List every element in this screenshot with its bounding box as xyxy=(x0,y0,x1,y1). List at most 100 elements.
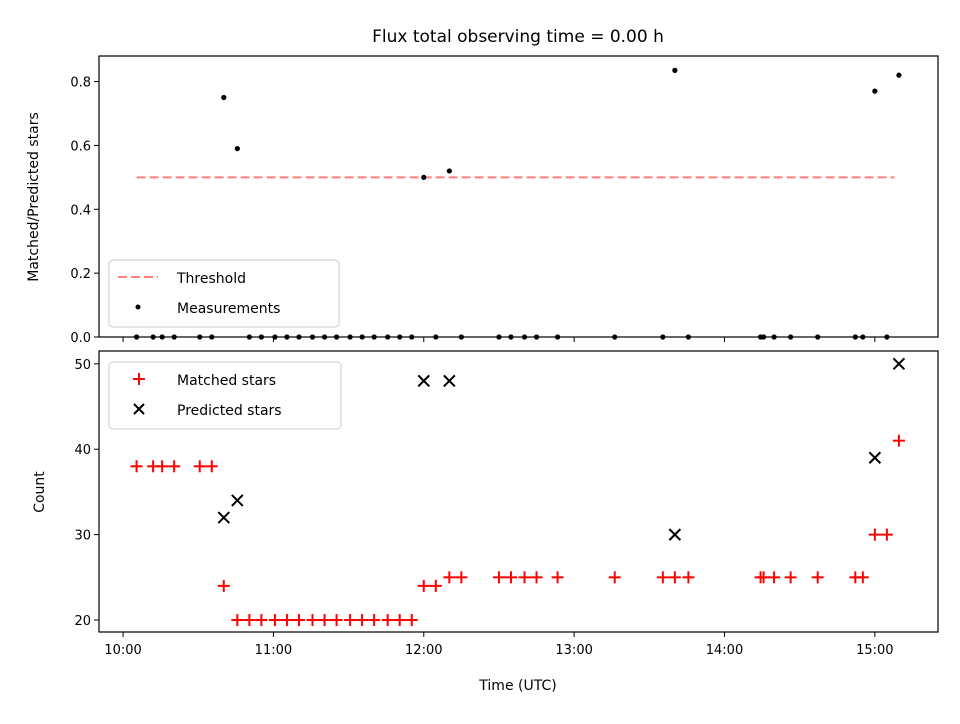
top-x-ticks xyxy=(122,337,876,342)
legend-measurements-swatch xyxy=(135,304,141,310)
bottom-ytick-label: 20 xyxy=(74,614,91,629)
measurement-point xyxy=(771,334,777,340)
matched-star-point xyxy=(156,460,169,473)
matched-star-point xyxy=(168,460,181,473)
legend-predicted-swatch xyxy=(133,403,145,415)
legend-matched-label: Matched stars xyxy=(177,373,276,389)
measurement-point xyxy=(133,334,140,340)
matched-star-point xyxy=(255,614,268,627)
predicted-star-point xyxy=(868,451,882,464)
measurement-point xyxy=(852,334,858,340)
measurement-point xyxy=(333,334,340,340)
predicted-star-point xyxy=(231,494,244,507)
predicted-star-point xyxy=(443,374,456,388)
measurement-point xyxy=(533,334,540,340)
measurement-point xyxy=(159,334,165,340)
xtick-label: 13:00 xyxy=(555,643,592,658)
top-y-axis-label: Matched/Predicted stars xyxy=(26,112,42,282)
predicted-star-point xyxy=(892,357,906,371)
bottom-ytick-label: 50 xyxy=(74,358,91,373)
measurements-series xyxy=(133,67,902,340)
measurement-point xyxy=(815,334,821,340)
top-y-ticks: 0.0 0.2 0.4 0.6 0.8 xyxy=(70,76,99,346)
predicted-star-point xyxy=(417,374,430,388)
xtick-label: 10:00 xyxy=(104,643,141,658)
measurement-point xyxy=(884,334,890,340)
measurement-point xyxy=(612,334,618,340)
measurement-point xyxy=(397,334,403,340)
chart-title: Flux total observing time = 0.00 h xyxy=(372,27,664,47)
measurement-point xyxy=(554,334,561,340)
predicted-stars-series xyxy=(217,357,906,541)
top-ytick-label: 0.8 xyxy=(70,76,91,91)
top-axes: 0.00.20.40.60.8 Matched/Predicted stars … xyxy=(26,55,939,346)
matched-star-point xyxy=(280,614,293,627)
legend-predicted-label: Predicted stars xyxy=(177,403,282,419)
measurement-point xyxy=(359,334,365,340)
bottom-y-axis-label: Count xyxy=(32,471,48,513)
matched-star-point xyxy=(455,571,468,584)
matched-star-point xyxy=(856,571,869,584)
measurement-point xyxy=(446,168,452,174)
measurement-point xyxy=(458,334,464,340)
matched-star-point xyxy=(757,571,770,584)
matched-star-point xyxy=(292,614,305,627)
matched-star-point xyxy=(330,614,343,627)
measurement-point xyxy=(685,334,692,340)
measurement-point xyxy=(197,334,203,340)
top-axes-frame xyxy=(98,55,939,338)
xtick-label: 11:00 xyxy=(255,643,292,658)
measurement-point xyxy=(496,334,502,340)
matched-star-point xyxy=(443,571,456,584)
measurement-point xyxy=(371,334,377,340)
matched-stars-series xyxy=(130,434,905,627)
bottom-legend: Matched stars Predicted stars xyxy=(108,361,342,430)
matched-star-point xyxy=(429,579,442,592)
measurement-point xyxy=(246,334,252,340)
bottom-axes-frame xyxy=(98,350,939,633)
matched-star-point xyxy=(217,579,230,592)
matched-star-point xyxy=(356,614,369,627)
measurement-point xyxy=(234,146,240,152)
matched-star-point xyxy=(344,614,357,627)
measurement-point xyxy=(660,334,666,340)
measurement-point xyxy=(347,334,353,340)
matched-star-point xyxy=(231,614,244,627)
measurement-point xyxy=(860,334,866,340)
top-legend-frame xyxy=(108,259,340,328)
measurement-point xyxy=(385,334,391,340)
legend-threshold-label: Threshold xyxy=(176,271,246,287)
matched-star-point xyxy=(318,614,331,627)
matched-star-point xyxy=(530,571,543,584)
matched-star-point xyxy=(243,614,256,627)
matched-star-point xyxy=(368,614,381,627)
matched-star-point xyxy=(306,614,319,627)
xtick-label: 15:00 xyxy=(856,643,893,658)
matched-star-point xyxy=(504,571,517,584)
measurement-point xyxy=(896,72,902,78)
matched-star-point xyxy=(551,571,564,584)
matched-star-point xyxy=(656,571,669,584)
xtick-label: 14:00 xyxy=(706,643,743,658)
top-ytick-label: 0.2 xyxy=(70,267,91,282)
matched-star-point xyxy=(668,571,681,584)
matched-star-point xyxy=(811,571,824,584)
measurement-point xyxy=(221,94,227,101)
measurement-point xyxy=(409,334,415,340)
predicted-star-point xyxy=(217,511,231,524)
predicted-star-point xyxy=(668,528,682,541)
matched-star-point xyxy=(417,579,430,592)
bottom-y-ticks: 20 30 40 50 xyxy=(74,358,99,629)
measurement-point xyxy=(296,334,302,340)
measurement-point xyxy=(508,334,514,340)
top-ytick-label: 0.0 xyxy=(70,331,91,346)
measurement-point xyxy=(258,334,264,340)
matched-star-point xyxy=(193,460,206,473)
measurement-point xyxy=(209,334,215,340)
top-legend: Threshold Measurements xyxy=(108,259,340,328)
matched-star-point xyxy=(130,460,143,473)
matched-star-point xyxy=(892,434,905,447)
measurement-point xyxy=(309,334,316,340)
matched-star-point xyxy=(784,571,797,584)
